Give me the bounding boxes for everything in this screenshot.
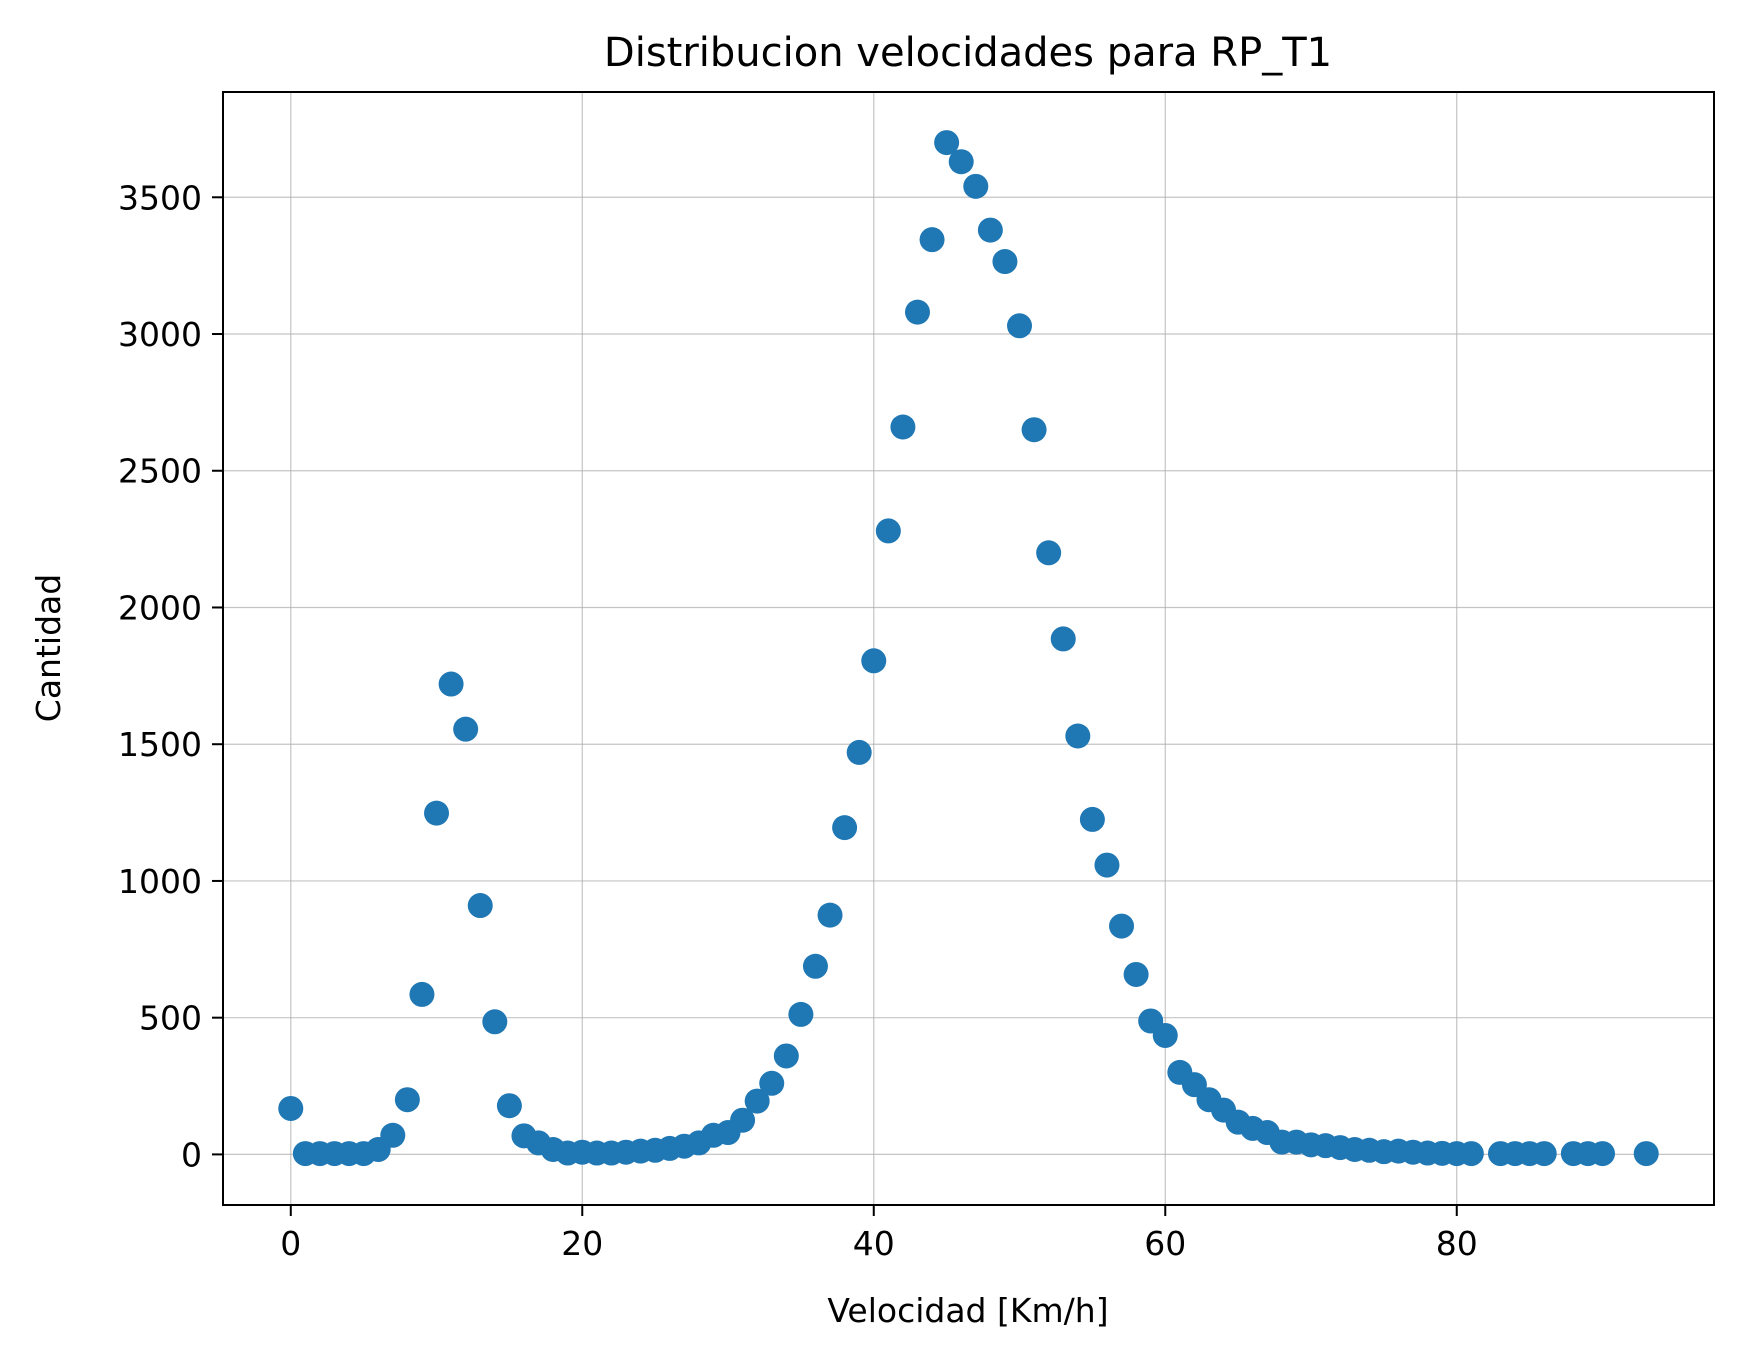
data-point (496, 1093, 522, 1119)
y-tick-label: 0 (181, 1135, 202, 1174)
data-point (1531, 1141, 1557, 1167)
data-point (919, 227, 945, 253)
data-point (817, 902, 843, 928)
data-point (977, 217, 1003, 243)
data-point (1123, 961, 1149, 987)
data-point (1079, 806, 1105, 832)
y-axis-label: Cantidad (29, 574, 68, 722)
data-point (861, 648, 887, 674)
data-point (1458, 1141, 1484, 1167)
x-tick-label: 60 (1144, 1224, 1186, 1263)
data-point (453, 716, 479, 742)
data-point (788, 1001, 814, 1027)
data-point (438, 671, 464, 697)
data-point (1007, 313, 1033, 339)
y-tick-label: 1500 (118, 725, 202, 764)
data-point (846, 739, 872, 765)
data-point (409, 981, 435, 1007)
y-tick-label: 3500 (118, 178, 202, 217)
data-point (934, 130, 960, 156)
y-axis-ticks: 0 500 1000 1500 2000 2500 3000 3500 (118, 178, 223, 1174)
data-point (1109, 913, 1135, 939)
data-point (467, 893, 493, 919)
data-point (948, 149, 974, 175)
data-point (278, 1095, 304, 1121)
data-point (773, 1043, 799, 1069)
plot-area (223, 92, 1714, 1205)
data-point (730, 1107, 756, 1133)
x-tick-label: 0 (280, 1224, 301, 1263)
data-point (1021, 417, 1047, 443)
data-point (424, 800, 450, 826)
chart-title: Distribucion velocidades para RP_T1 (604, 30, 1332, 76)
data-point (890, 414, 916, 440)
data-point (904, 299, 930, 325)
data-point (1094, 852, 1120, 878)
data-point (992, 249, 1018, 275)
data-point (832, 815, 858, 841)
data-point (1050, 626, 1076, 652)
data-point (394, 1087, 420, 1113)
data-point (759, 1070, 785, 1096)
data-point (1036, 540, 1062, 566)
data-point (1590, 1141, 1616, 1167)
y-tick-label: 2000 (118, 588, 202, 627)
y-tick-label: 500 (139, 999, 202, 1038)
data-point (1633, 1141, 1659, 1167)
y-tick-label: 2500 (118, 452, 202, 491)
y-tick-label: 1000 (118, 862, 202, 901)
data-point (802, 953, 828, 979)
x-tick-label: 20 (561, 1224, 603, 1263)
data-point (380, 1122, 406, 1148)
x-axis-label: Velocidad [Km/h] (827, 1291, 1108, 1330)
data-point (1065, 723, 1091, 749)
y-tick-label: 3000 (118, 315, 202, 354)
x-tick-label: 40 (853, 1224, 895, 1263)
data-points (278, 130, 1659, 1167)
plot-frame (222, 91, 1715, 1206)
data-point (963, 173, 989, 199)
x-tick-label: 80 (1436, 1224, 1478, 1263)
data-point (1152, 1022, 1178, 1048)
data-point (744, 1088, 770, 1114)
data-point (482, 1009, 508, 1035)
x-axis-ticks: 0 20 40 60 80 (280, 1205, 1478, 1263)
data-point (875, 518, 901, 544)
